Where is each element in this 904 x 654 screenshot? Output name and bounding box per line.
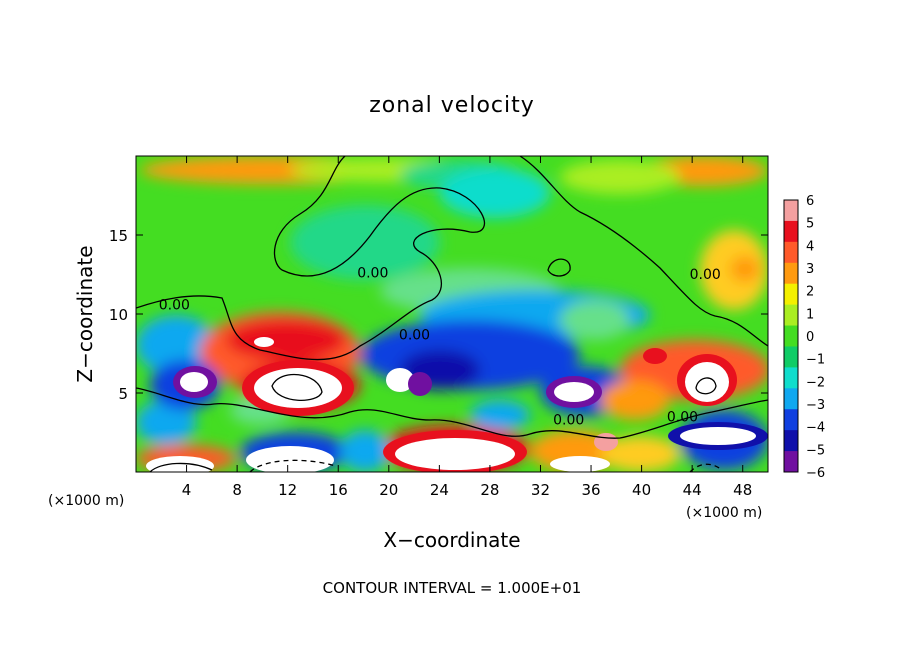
x-tick-label: 28 — [480, 481, 499, 499]
colorbar-tick-label: 1 — [806, 307, 814, 322]
colorbar-swatch — [784, 283, 798, 306]
x-tick-label: 36 — [581, 481, 600, 499]
colorbar-swatch — [784, 241, 798, 264]
colorbar-swatch — [784, 200, 798, 222]
heatmap-core — [408, 372, 432, 396]
contour-line — [547, 258, 571, 277]
heatmap-core — [254, 368, 342, 408]
colorbar-tick-label: 3 — [806, 262, 814, 277]
contour-label: 0.00 — [690, 267, 721, 283]
colorbar-tick-label: 5 — [806, 217, 814, 232]
contour-label: 0.00 — [553, 413, 584, 429]
colorbar-swatch — [784, 346, 798, 368]
heatmap-blob — [226, 320, 346, 360]
contour-interval-footnote: CONTOUR INTERVAL = 1.000E+01 — [323, 579, 582, 597]
heatmap-field: 0.00 0.00 0.00 0.00 0.00 0.00 — [136, 156, 768, 472]
heatmap-blob — [340, 430, 390, 472]
contour-line — [149, 462, 213, 472]
heatmap-blob — [136, 400, 196, 445]
colorbar-tick-label: −3 — [806, 398, 825, 413]
heatmap-blob — [440, 168, 550, 218]
colorbar-swatch — [784, 451, 798, 473]
contour-label: 0.00 — [357, 266, 388, 282]
x-tick-label: 12 — [278, 481, 297, 499]
contour-label: 0.00 — [667, 409, 698, 425]
y-tick-label: 10 — [109, 306, 128, 324]
chart-title: zonal velocity — [369, 93, 535, 118]
contour-line — [519, 156, 768, 347]
heatmap-blob — [470, 400, 530, 430]
x-tick-label: 24 — [430, 481, 449, 499]
colorbar-swatch — [784, 388, 798, 410]
x-tick-label: 4 — [182, 481, 192, 499]
colorbar-tick-label: 4 — [806, 239, 814, 254]
colorbar-swatch — [784, 304, 798, 327]
x-tick-label: 32 — [531, 481, 550, 499]
heatmap-core — [395, 438, 515, 470]
heatmap-core — [386, 368, 414, 392]
colorbar-swatch — [784, 262, 798, 285]
heatmap-core — [550, 456, 610, 472]
zero-contours — [136, 156, 768, 472]
x-axis-unit-label: (×1000 m) — [686, 505, 762, 521]
colorbar-tick-label: 0 — [806, 330, 814, 345]
contour-labels: 0.00 0.00 0.00 0.00 0.00 0.00 — [159, 266, 721, 429]
x-tick-label: 8 — [232, 481, 242, 499]
colorbar-tick-label: −6 — [806, 466, 825, 481]
heatmap-core — [180, 372, 208, 392]
contour-line — [271, 373, 323, 402]
colorbar-swatch — [784, 430, 798, 452]
contour-line — [249, 459, 337, 472]
colorbar-tick-label: 6 — [806, 194, 814, 209]
x-tick-label: 48 — [733, 481, 752, 499]
heatmap-core — [146, 456, 214, 472]
colorbar-tick-label: −5 — [806, 443, 825, 458]
colorbar: 6 5 4 3 2 1 0 −1 −2 −3 −4 −5 −6 — [783, 194, 825, 481]
colorbar-tick-label: −4 — [806, 421, 825, 436]
colorbar-swatch — [784, 409, 798, 431]
heatmap-blob — [560, 300, 630, 340]
colorbar-tick-label: −1 — [806, 353, 825, 368]
contour-line — [136, 387, 768, 439]
colorbar-swatch — [784, 220, 798, 243]
heatmap-blob — [136, 315, 216, 375]
heatmap-blob — [730, 256, 760, 282]
x-tick-label: 40 — [632, 481, 651, 499]
contour-line — [136, 156, 485, 361]
x-tick-label: 44 — [683, 481, 702, 499]
heatmap-blob — [560, 160, 680, 194]
heatmap-cores — [146, 337, 768, 472]
heatmap-blob — [600, 380, 670, 420]
heatmap-core — [246, 446, 334, 472]
contour-line — [695, 377, 717, 395]
colorbar-tick-label: −2 — [806, 375, 825, 390]
heatmap-blob — [600, 436, 680, 472]
x-axis: 4 8 12 16 20 24 28 32 36 40 44 48 — [182, 156, 752, 499]
contour-label: 0.00 — [399, 327, 430, 343]
colorbar-swatch — [784, 367, 798, 389]
heatmap-core — [594, 433, 618, 451]
heatmap-core — [554, 382, 594, 402]
contour-label: 0.00 — [159, 297, 190, 313]
y-axis-unit-label: (×1000 m) — [48, 493, 124, 509]
y-tick-label: 15 — [109, 227, 128, 245]
heatmap-core — [643, 348, 667, 364]
x-tick-label: 16 — [329, 481, 348, 499]
y-axis-label: Z−coordinate — [73, 245, 97, 382]
colorbar-frame — [783, 199, 799, 473]
y-axis: 5 10 15 — [109, 227, 768, 403]
x-axis-label: X−coordinate — [383, 528, 520, 552]
heatmap-core — [685, 362, 729, 402]
colorbar-tick-label: 2 — [806, 285, 814, 300]
colorbar-swatch — [784, 325, 798, 347]
x-tick-label: 20 — [379, 481, 398, 499]
heatmap-core — [254, 337, 274, 347]
y-tick-label: 5 — [118, 385, 128, 403]
heatmap-core — [680, 427, 756, 445]
